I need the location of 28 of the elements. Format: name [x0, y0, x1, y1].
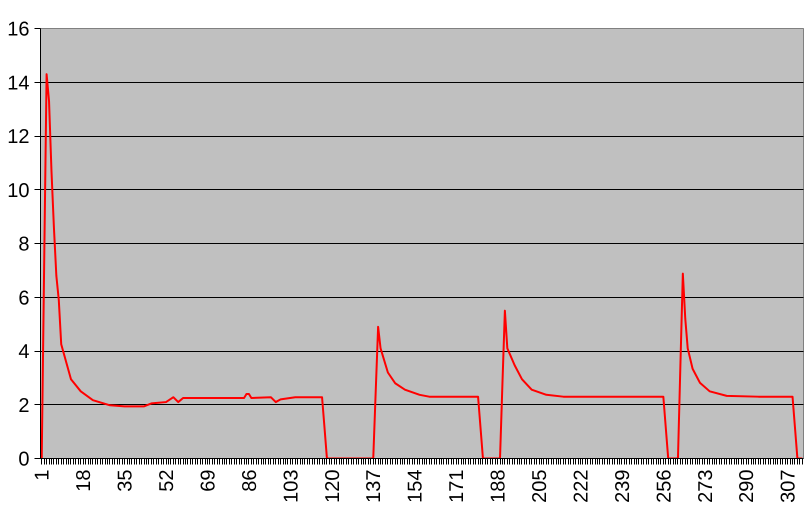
x-tick-label: 171 [446, 469, 468, 503]
y-tick-label: 2 [18, 394, 30, 417]
x-tick-label: 290 [736, 469, 758, 503]
x-tick-label: 205 [529, 469, 552, 503]
x-tick-label: 103 [280, 469, 302, 503]
y-tick-label: 0 [18, 448, 30, 470]
x-tick-label: 35 [114, 469, 137, 492]
x-tick-label: 18 [73, 469, 96, 492]
x-tick-label: 86 [238, 469, 261, 492]
y-tick-label: 10 [7, 180, 30, 202]
x-tick-label: 137 [363, 469, 386, 503]
y-tick-label: 8 [18, 234, 30, 256]
y-tick-label: 4 [18, 341, 30, 363]
x-tick-label: 307 [778, 469, 800, 503]
x-tick-label: 52 [156, 469, 178, 492]
x-tick-label: 69 [197, 469, 220, 492]
x-tick-label: 239 [612, 469, 634, 503]
y-tick-label: 16 [7, 18, 30, 40]
y-tick-label: 6 [18, 287, 30, 310]
y-tick-label: 12 [7, 126, 30, 148]
y-tick-label: 14 [7, 72, 30, 94]
x-tick-label: 256 [653, 469, 676, 503]
x-tick-label: 154 [404, 469, 427, 503]
x-tick-label: 188 [488, 469, 510, 503]
x-tick-label: 120 [322, 469, 344, 503]
x-tick-label: 1 [32, 470, 54, 481]
x-tick-label: 222 [570, 469, 592, 503]
x-tick-label: 273 [694, 469, 717, 503]
